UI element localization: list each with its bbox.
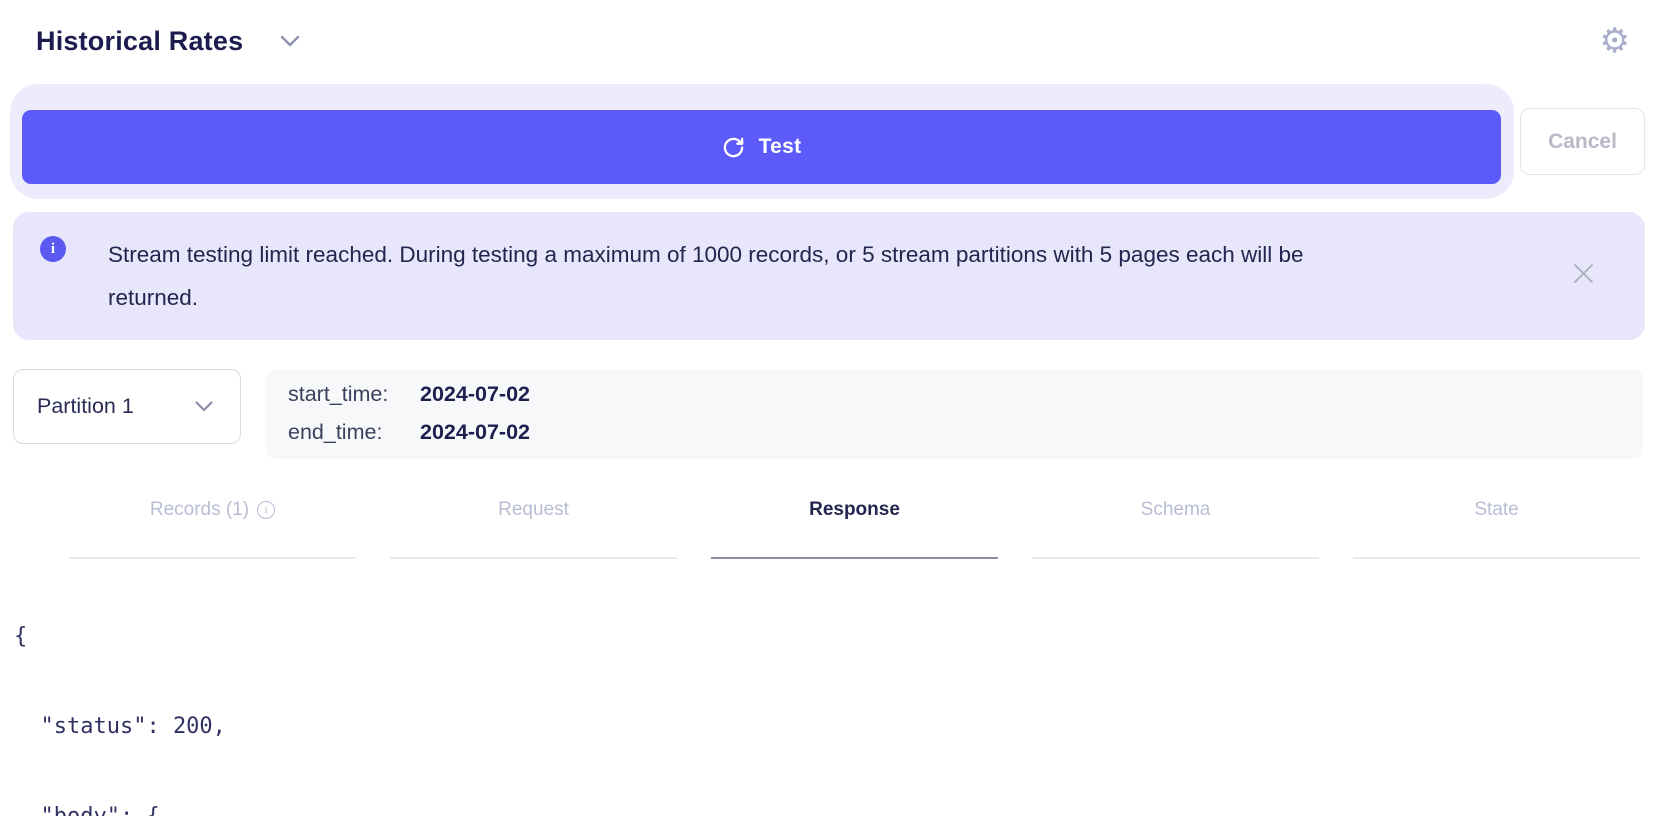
tab-response-label: Response (809, 499, 900, 520)
tab-schema[interactable]: Schema (1032, 496, 1319, 559)
stream-limit-banner: i Stream testing limit reached. During t… (13, 212, 1645, 340)
records-info-icon: i (257, 501, 276, 519)
partition-select-value: Partition 1 (37, 394, 134, 418)
stream-selector-chevron-down-icon[interactable] (279, 34, 301, 48)
gear-icon[interactable]: ⚙ (1599, 21, 1630, 61)
tab-request-label: Request (498, 499, 569, 520)
response-json-viewer[interactable]: { "status": 200, "body": { "success": tr… (14, 562, 1660, 816)
cancel-button[interactable]: Cancel (1520, 108, 1645, 175)
tab-records[interactable]: Records (1) i (69, 496, 356, 559)
stream-title: Historical Rates (36, 25, 244, 56)
slice-field-value: 2024-07-02 (420, 420, 530, 444)
tab-schema-label: Schema (1140, 499, 1211, 520)
tab-response[interactable]: Response (711, 496, 998, 559)
test-button-label: Test (758, 135, 802, 158)
test-button-container: Test (10, 84, 1514, 199)
tab-records-label: Records (1) (149, 499, 250, 520)
partition-section: Partition 1 start_time: 2024-07-02 end_t… (13, 369, 1643, 459)
info-icon: i (40, 236, 66, 262)
partition-slice-panel: start_time: 2024-07-02 end_time: 2024-07… (266, 369, 1643, 459)
slice-field-label: end_time: (288, 420, 383, 444)
banner-message: Stream testing limit reached. During tes… (108, 242, 1304, 310)
slice-field-start-time: start_time: 2024-07-02 (288, 382, 1619, 407)
slice-field-value: 2024-07-02 (420, 382, 530, 406)
chevron-down-icon (194, 400, 214, 413)
refresh-icon (723, 137, 743, 157)
close-icon[interactable] (1572, 262, 1595, 290)
test-bar: Test Cancel (10, 84, 1645, 199)
test-button[interactable]: Test (22, 110, 1501, 184)
slice-field-end-time: end_time: 2024-07-02 (288, 420, 1619, 445)
stream-header: Historical Rates ⚙ (0, 0, 1660, 58)
tab-state[interactable]: State (1353, 496, 1640, 559)
json-line: { (14, 624, 28, 649)
result-tabs: Records (1) i Request Response Schema St… (52, 496, 1657, 559)
tab-state-label: State (1474, 499, 1519, 520)
tab-request[interactable]: Request (390, 496, 677, 559)
partition-select[interactable]: Partition 1 (13, 369, 241, 444)
json-line: "body": { (14, 802, 1660, 816)
slice-field-label: start_time: (288, 382, 389, 406)
json-line: "status": 200, (14, 714, 226, 739)
